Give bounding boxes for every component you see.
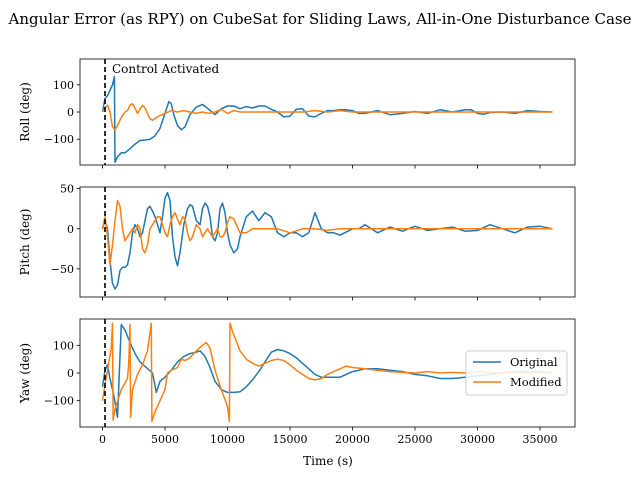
y-tick-label: 100 [53,339,74,352]
series-group [101,322,553,423]
y-tick-label: 100 [53,79,74,92]
x-tick-label: 5000 [151,433,179,446]
legend-label-original: Original [510,355,558,369]
panel-yaw-deg: −100 0 100 0 5000 10000 15000 20000 25000 30000 35… [18,318,576,446]
y-tick-label: 50 [60,183,74,196]
panel-roll-deg: −100 0 100 Roll (deg) Control Activated [18,58,576,169]
series-modified-roll-deg [101,103,553,131]
y-axis-label-yaw-deg: Yaw (deg) [18,343,32,404]
panels-layer: −100 0 100 Roll (deg) Control Activated −50 0 5… [18,58,576,446]
x-tick-label: 20000 [335,433,370,446]
x-tick-label: 10000 [210,433,245,446]
y-tick-label: −100 [44,133,74,146]
legend-label-modified: Modified [510,375,562,389]
x-tick-label: 35000 [523,433,558,446]
series-group [101,75,553,164]
series-original-pitch-deg [101,191,553,290]
x-tick-label: 15000 [273,433,308,446]
x-tick-label: 30000 [460,433,495,446]
x-tick-label: 25000 [398,433,433,446]
y-tick-label: 0 [67,223,74,236]
series-original-yaw-deg [101,323,553,419]
series-modified-yaw-deg [101,322,553,423]
y-tick-label: −50 [51,263,74,276]
x-tick-label: 0 [99,433,106,446]
legend: Original Modified [465,350,568,396]
y-tick-label: 0 [67,106,74,119]
x-axis-label: Time (s) [303,454,353,468]
series-modified-pitch-deg [101,199,553,266]
y-axis-label-roll-deg: Roll (deg) [18,82,32,142]
y-axis-label-pitch-deg: Pitch (deg) [18,209,32,276]
control-activated-annotation: Control Activated [112,62,219,76]
series-group [101,191,553,290]
y-tick-label: 0 [67,367,74,380]
chart-title: Angular Error (as RPY) on CubeSat for Sl… [7,10,631,28]
panel-pitch-deg: −50 0 50 Pitch (deg) [18,183,576,301]
y-tick-label: −100 [44,395,74,408]
panel-frame [79,186,576,298]
